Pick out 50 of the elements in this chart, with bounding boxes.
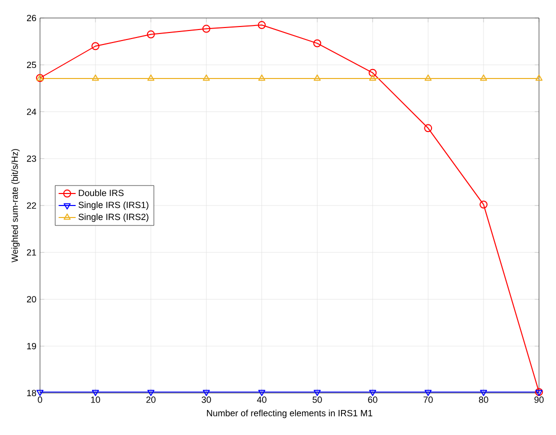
point bbox=[480, 200, 488, 209]
y-tick-label: 19 bbox=[27, 342, 36, 350]
point bbox=[480, 390, 488, 396]
y-tick-label: 25 bbox=[26, 62, 36, 68]
x-tick-label: 40 bbox=[256, 396, 266, 403]
point bbox=[369, 390, 376, 396]
legend-label: Single IRS (IRS2) bbox=[78, 213, 148, 222]
x-tick-label: 60 bbox=[368, 396, 378, 403]
point bbox=[258, 21, 266, 30]
x-tick-label: 90 bbox=[534, 396, 544, 403]
point bbox=[147, 390, 154, 396]
point bbox=[314, 390, 321, 396]
point bbox=[146, 30, 155, 38]
x-tick-label: 30 bbox=[202, 396, 211, 403]
point bbox=[258, 74, 266, 81]
point bbox=[202, 74, 210, 81]
point bbox=[424, 124, 432, 132]
x-tick-label: 80 bbox=[478, 396, 488, 403]
x-tick-label: 70 bbox=[424, 396, 433, 403]
point bbox=[314, 74, 321, 81]
x-tick-label: 20 bbox=[146, 396, 156, 403]
x-tick-label: 0 bbox=[38, 396, 42, 403]
y-tick-label: 18 bbox=[27, 390, 36, 396]
point bbox=[36, 390, 44, 396]
point bbox=[202, 24, 210, 33]
point bbox=[424, 74, 432, 81]
y-tick-label: 24 bbox=[26, 108, 36, 115]
point bbox=[258, 390, 266, 396]
point bbox=[480, 74, 488, 81]
point bbox=[202, 390, 210, 396]
y-tick-label: 21 bbox=[26, 249, 36, 256]
y-tick-label: 26 bbox=[26, 14, 36, 22]
y-tick-label: 22 bbox=[26, 202, 36, 209]
x-tick-label: 10 bbox=[91, 396, 100, 403]
point bbox=[535, 74, 543, 81]
x-axis-title: Number of reflecting elements in IRS1 M1 bbox=[207, 410, 372, 418]
legend-label: Double IRS bbox=[78, 190, 124, 196]
point bbox=[368, 68, 377, 77]
x-tick-label: 50 bbox=[312, 396, 322, 403]
point bbox=[91, 42, 100, 50]
point bbox=[92, 74, 99, 81]
y-tick-label: 23 bbox=[26, 155, 36, 162]
y-axis-title: Weighted sum-rate (bit/s/Hz) bbox=[11, 149, 20, 262]
point bbox=[92, 390, 99, 396]
point bbox=[424, 390, 432, 396]
legend-label: Single IRS (IRS1) bbox=[78, 202, 148, 210]
point bbox=[313, 39, 322, 48]
point bbox=[369, 74, 376, 81]
point bbox=[147, 74, 154, 81]
y-tick-label: 20 bbox=[26, 296, 36, 302]
